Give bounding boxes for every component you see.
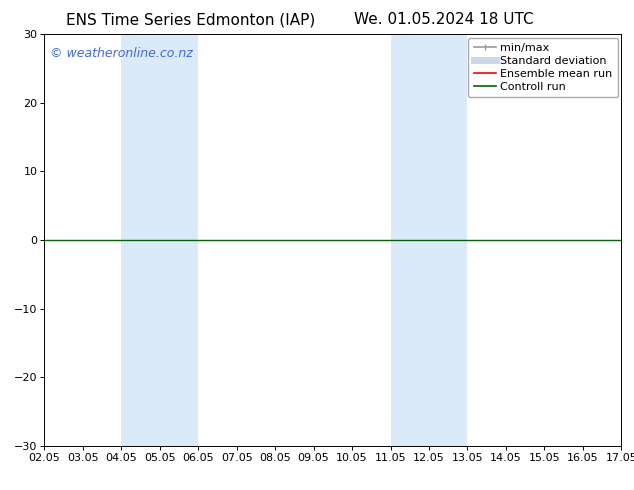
Bar <box>121 34 198 446</box>
Legend: min/max, Standard deviation, Ensemble mean run, Controll run: min/max, Standard deviation, Ensemble me… <box>468 38 618 97</box>
Text: ENS Time Series Edmonton (IAP): ENS Time Series Edmonton (IAP) <box>65 12 315 27</box>
Text: We. 01.05.2024 18 UTC: We. 01.05.2024 18 UTC <box>354 12 534 27</box>
Text: © weatheronline.co.nz: © weatheronline.co.nz <box>50 47 193 60</box>
Bar <box>391 34 467 446</box>
